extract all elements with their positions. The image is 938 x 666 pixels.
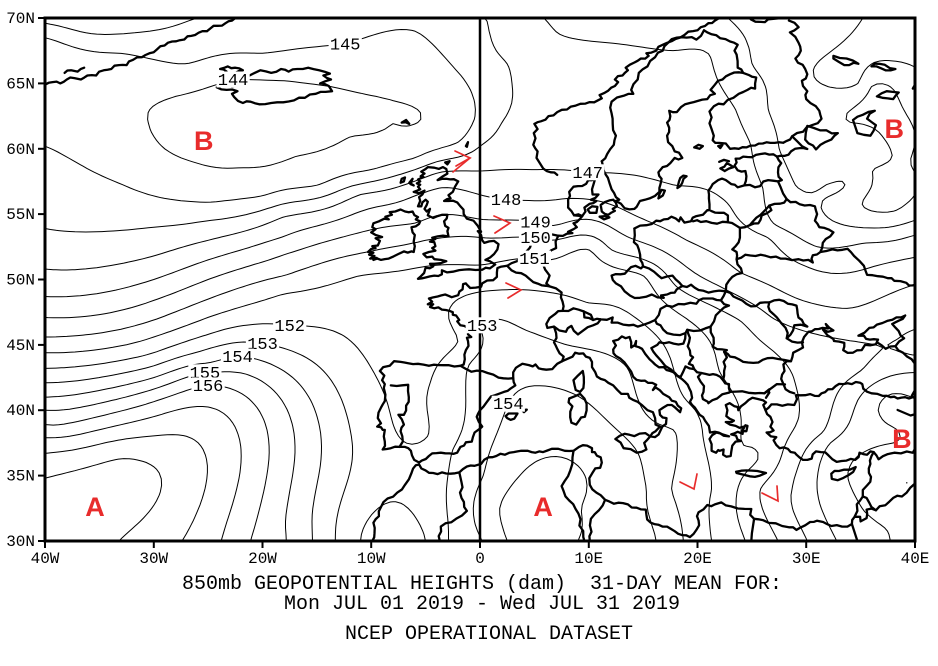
svg-text:B: B (194, 126, 214, 156)
svg-text:30E: 30E (792, 550, 821, 568)
svg-text:30N: 30N (6, 533, 35, 551)
svg-text:40W: 40W (31, 550, 60, 568)
svg-text:40E: 40E (901, 550, 930, 568)
svg-text:NCEP OPERATIONAL DATASET: NCEP OPERATIONAL DATASET (345, 623, 633, 646)
svg-text:149: 149 (520, 215, 551, 234)
svg-text:30W: 30W (139, 550, 168, 568)
svg-text:151: 151 (519, 251, 550, 270)
svg-text:10W: 10W (357, 550, 386, 568)
svg-text:55N: 55N (6, 206, 35, 224)
svg-text:B: B (885, 114, 905, 144)
svg-text:152: 152 (274, 318, 305, 337)
svg-text:10E: 10E (574, 550, 603, 568)
svg-text:154: 154 (222, 349, 253, 368)
svg-text:0: 0 (475, 550, 485, 568)
svg-text:154: 154 (493, 396, 524, 415)
svg-text:60N: 60N (6, 141, 35, 159)
svg-text:40N: 40N (6, 402, 35, 420)
svg-text:70N: 70N (6, 10, 35, 28)
svg-text:153: 153 (467, 318, 498, 337)
svg-text:A: A (533, 492, 553, 522)
svg-text:145: 145 (330, 37, 361, 56)
svg-text:50N: 50N (6, 272, 35, 290)
svg-text:150: 150 (520, 230, 551, 249)
svg-text:850mb GEOPOTENTIAL HEIGHTS (da: 850mb GEOPOTENTIAL HEIGHTS (dam) 31-DAY … (182, 573, 782, 596)
svg-text:B: B (892, 424, 912, 454)
svg-text:65N: 65N (6, 75, 35, 93)
svg-text:148: 148 (491, 192, 522, 211)
svg-text:A: A (85, 492, 105, 522)
svg-text:20E: 20E (683, 550, 712, 568)
svg-text:Mon JUL 01 2019 - Wed JUL 31 2: Mon JUL 01 2019 - Wed JUL 31 2019 (284, 593, 680, 616)
svg-text:156: 156 (193, 378, 224, 397)
svg-text:45N: 45N (6, 337, 35, 355)
svg-text:147: 147 (572, 165, 603, 184)
svg-text:144: 144 (218, 72, 249, 91)
svg-text:153: 153 (247, 336, 278, 355)
svg-text:35N: 35N (6, 468, 35, 486)
svg-text:20W: 20W (248, 550, 277, 568)
